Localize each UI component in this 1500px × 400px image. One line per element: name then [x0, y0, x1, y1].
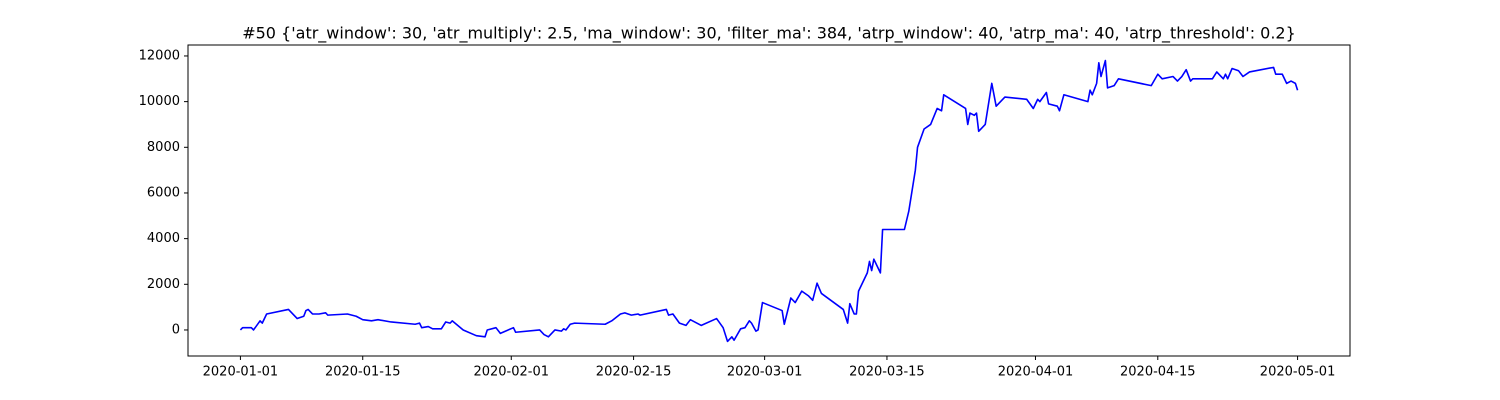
- x-tick-label: 2020-03-01: [727, 365, 803, 380]
- y-tick-label: 8000: [147, 140, 180, 155]
- axes-frame: [187, 44, 1351, 357]
- x-tick-label: 2020-04-15: [1120, 365, 1196, 380]
- chart-title: #50 {'atr_window': 30, 'atr_multiply': 2…: [242, 24, 1296, 44]
- x-tick-label: 2020-01-15: [325, 365, 401, 380]
- y-tick-label: 2000: [147, 277, 180, 292]
- y-tick-label: 10000: [139, 94, 180, 109]
- y-tick-label: 4000: [147, 231, 180, 246]
- x-tick-label: 2020-04-01: [998, 365, 1074, 380]
- x-tick-label: 2020-01-01: [203, 365, 279, 380]
- x-tick-label: 2020-03-15: [849, 365, 925, 380]
- x-tick-label: 2020-05-01: [1260, 365, 1336, 380]
- y-tick-label: 6000: [147, 185, 180, 200]
- x-tick-label: 2020-02-01: [473, 365, 549, 380]
- data-line: [239, 59, 1299, 343]
- y-tick-label: 12000: [139, 48, 180, 63]
- x-tick-label: 2020-02-15: [596, 365, 672, 380]
- y-tick-label: 0: [172, 322, 180, 337]
